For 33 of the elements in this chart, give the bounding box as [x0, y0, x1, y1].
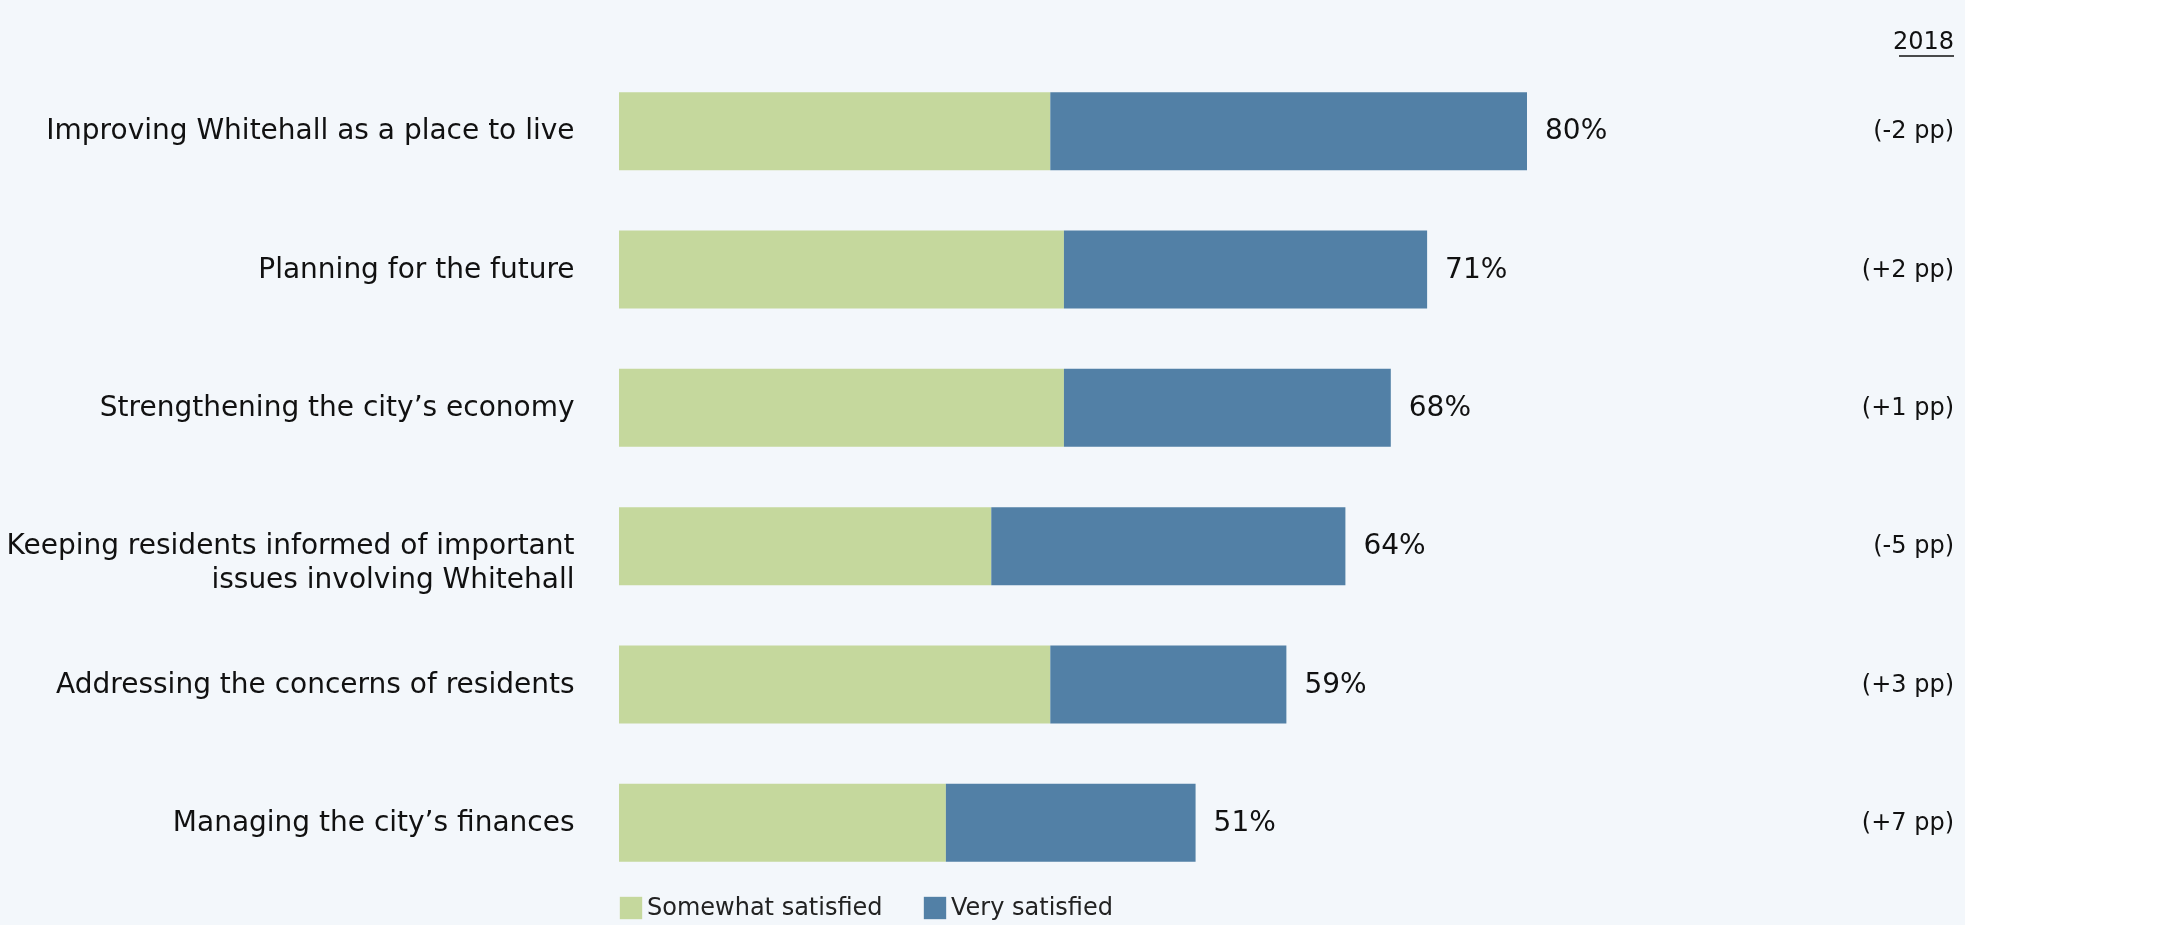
text: (+7 pp): [1861, 807, 1954, 836]
bar: [619, 92, 1051, 171]
y-tick-label: Strengthening the city’s economy: [99, 389, 575, 423]
bar: [619, 507, 992, 586]
bar: [1050, 92, 1527, 171]
text: (-5 pp): [1873, 531, 1954, 560]
text: 2018: [1892, 27, 1954, 55]
annotation: 51%: [1213, 804, 1276, 838]
legend-label: Somewhat satisfied: [647, 893, 883, 921]
y-tick-label: Addressing the concerns of residents: [56, 666, 575, 700]
annotation: 80%: [1545, 113, 1608, 147]
annotation: 64%: [1363, 528, 1426, 562]
legend-label: Very satisfied: [951, 893, 1113, 921]
text: (-2 pp): [1873, 116, 1954, 145]
bar: [991, 507, 1346, 586]
bar: [945, 783, 1196, 862]
annotation: 68%: [1408, 389, 1472, 423]
text: (+3 pp): [1861, 669, 1954, 698]
y-tick-label: Managing the city’s finances: [172, 804, 575, 838]
annotation: 71%: [1445, 251, 1508, 285]
bar: [619, 368, 1064, 447]
text: (+2 pp): [1861, 254, 1954, 283]
y-tick-label: Keeping residents informed of important issues involving Whitehall: [6, 528, 575, 596]
bar: [1063, 230, 1428, 309]
bar: [619, 645, 1051, 724]
y-tick-label: Improving Whitehall as a place to live: [46, 113, 575, 147]
bar: [1063, 368, 1391, 447]
bar: [619, 230, 1064, 309]
bar: [619, 783, 946, 862]
annotation: 59%: [1304, 666, 1367, 700]
y-tick-label: Planning for the future: [258, 251, 575, 285]
bar: [1050, 645, 1287, 724]
text: (+1 pp): [1861, 392, 1954, 421]
